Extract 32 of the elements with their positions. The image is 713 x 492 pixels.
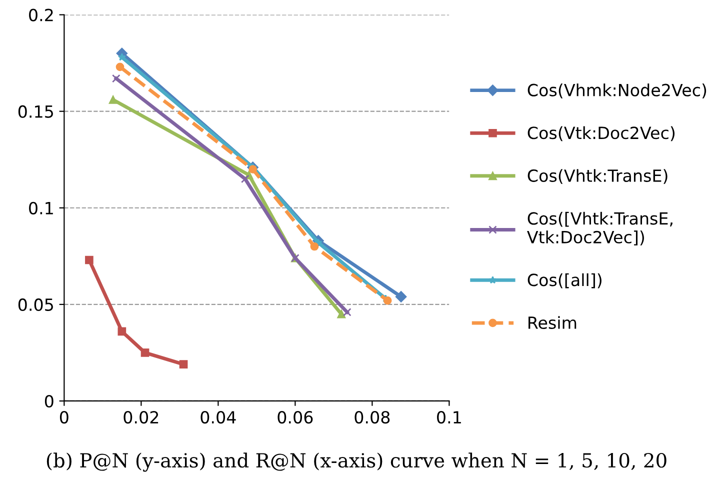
point [108,96,118,104]
point [310,242,319,251]
legend-label: Cos([all]) [528,273,602,288]
y-tick-label: 0.15 [18,105,53,118]
x-tick-label: 0.1 [437,410,461,424]
x-tick-label: 0 [60,410,68,424]
legend-label: Cos(Vhmk:Node2Vec) [528,83,706,98]
text: (b) P@N (y-axis) and R@N (x-axis) curve when N = 1, 5, 10, 20 [46,452,666,472]
y-tick-label: 0.2 [29,8,53,22]
legend-label: Cos(Vhtk:TransE) [528,169,668,184]
point [118,327,126,336]
point [112,74,120,83]
x-tick-label: 0.04 [200,410,236,424]
legend-label: Resim [528,316,576,330]
point [179,360,188,368]
y-tick-label: 0 [44,394,54,408]
x-tick-label: 0.06 [278,410,313,424]
point [337,310,346,318]
x-tick-label: 0.08 [354,410,390,424]
point [342,308,352,316]
point [85,256,94,264]
point [240,174,250,184]
point [383,296,392,305]
point [140,348,150,357]
legend-label: Cos(Vtk:Doc2Vec) [528,126,675,142]
y-tick-label: 0.05 [18,298,53,311]
x-tick-label: 0.02 [124,410,158,424]
point [116,62,124,72]
y-tick-label: 0.1 [29,202,53,214]
legend-label: Cos([Vhtk:TransE, Vtk:Doc2Vec]) [527,212,672,246]
point [395,291,407,302]
point [118,53,126,61]
